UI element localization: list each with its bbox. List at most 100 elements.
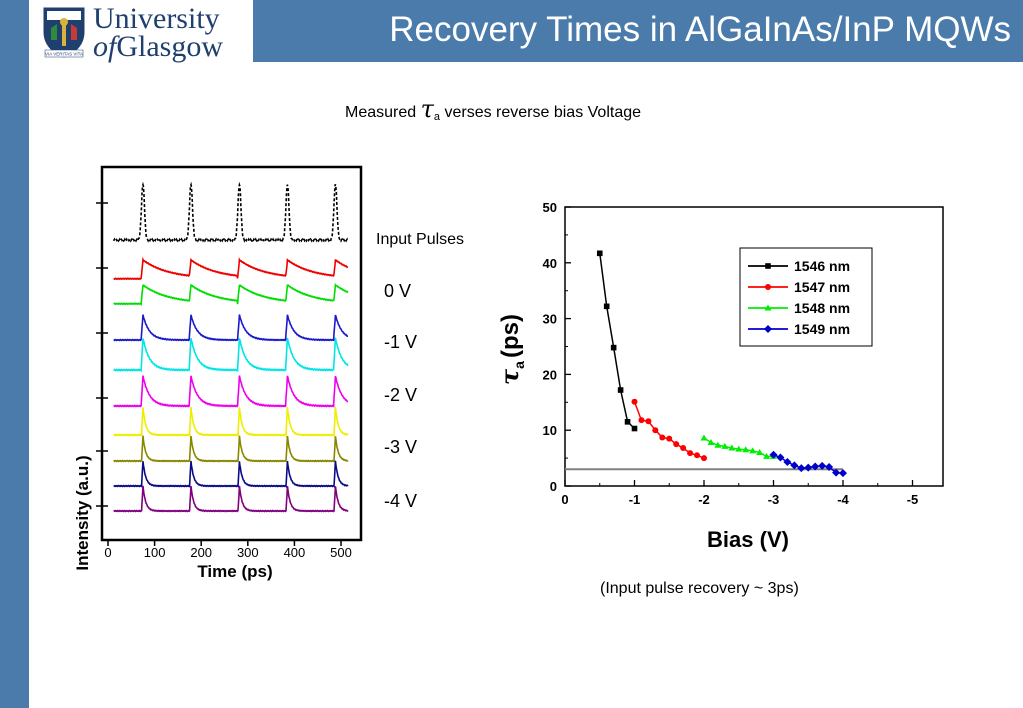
right-xtick-label: -5 (907, 492, 919, 507)
data-point (610, 344, 617, 351)
trace-3 (113, 314, 349, 342)
svg-text:τa(ps): τa (ps) (495, 314, 527, 385)
data-point (645, 418, 652, 425)
right-ylabel-sub: a (511, 361, 527, 369)
slide-subtitle: Measured τa verses reverse bias Voltage (345, 95, 641, 123)
data-point (652, 427, 659, 434)
data-point (749, 447, 757, 454)
subtitle-prefix: Measured (345, 104, 417, 121)
data-point (811, 462, 820, 471)
trace-2 (113, 282, 349, 307)
data-point (728, 444, 736, 451)
trace-4 (113, 337, 349, 373)
crest-icon: VIA VERITAS VITA (43, 7, 85, 58)
data-point (783, 458, 792, 467)
data-point (735, 445, 743, 452)
data-point (769, 450, 778, 459)
left-ylabel: Intensity (a.u.) (73, 455, 92, 570)
legend-marker-1 (765, 284, 771, 290)
header-bar: Recovery Times in AlGaInAs/InP MQWs (253, 0, 1023, 62)
trace-7 (113, 435, 349, 463)
data-point (617, 387, 624, 393)
legend-marker-2 (764, 304, 772, 311)
data-point (701, 455, 707, 462)
right-ytick-label: 10 (543, 423, 557, 438)
left-xtick-label: 400 (284, 545, 306, 560)
trace-6 (113, 406, 349, 438)
right-ylabel: τa (ps) (495, 314, 527, 385)
right-ytick-label: 0 (550, 479, 557, 494)
legend-label-2: 1548 nm (794, 300, 850, 316)
trace-1 (113, 256, 349, 281)
right-xlabel: Bias (V) (707, 527, 789, 552)
data-point (797, 464, 806, 473)
data-point (776, 453, 785, 462)
logo-of: of (93, 30, 117, 63)
data-point (721, 442, 729, 449)
subtitle-suffix: verses reverse bias Voltage (444, 104, 642, 121)
right-ytick-label: 30 (543, 312, 557, 327)
right-ytick-label: 50 (543, 200, 557, 215)
trace-label-5: -2 V (384, 385, 417, 405)
tau-vs-bias-chart: 0 -1 -2 -3 -4 -5 0 10 20 30 40 50 1546 nm 1547 nm 154… (495, 200, 944, 552)
trace-label-7: -3 V (384, 437, 417, 457)
left-plot-frame (100, 165, 363, 542)
trace-label-0: Input Pulses (376, 231, 464, 248)
data-point (756, 449, 764, 456)
logo-wordmark-line2: ofGlasgow (93, 32, 223, 62)
legend-marker-0 (765, 263, 771, 269)
data-point (666, 435, 673, 442)
data-point (631, 398, 638, 405)
data-point (818, 461, 827, 470)
series-line-0 (599, 253, 636, 430)
data-point (700, 434, 708, 441)
right-ylabel-unit: (ps) (497, 314, 524, 358)
data-point (742, 446, 750, 453)
data-point (624, 419, 631, 425)
trace-5 (113, 375, 349, 408)
right-xtick-label: -4 (837, 492, 849, 507)
right-xtick-label: -2 (698, 492, 710, 507)
intensity-traces-chart: 0 100 200 300 400 500 Time (ps) Intensity (a.… (73, 165, 464, 581)
trace-0 (112, 181, 349, 243)
right-ytick-label: 20 (543, 367, 557, 382)
trace-label-9: -4 V (384, 491, 417, 511)
data-point (804, 463, 813, 472)
slide-title: Recovery Times in AlGaInAs/InP MQWs (389, 10, 1011, 49)
data-point (790, 461, 799, 470)
data-point (839, 469, 847, 478)
data-point (763, 452, 771, 459)
data-point (680, 445, 687, 452)
left-xlabel: Time (ps) (197, 562, 272, 581)
logo-wordmark-line1: University (93, 2, 220, 35)
trace-9 (113, 485, 349, 513)
data-point (694, 452, 701, 459)
university-logo: VIA VERITAS VITA University ofGlasgow (29, 0, 253, 62)
left-xtick-label: 100 (144, 545, 166, 560)
legend-label-0: 1546 nm (794, 258, 850, 274)
motto-text: VIA VERITAS VITA (45, 52, 83, 57)
data-point (673, 441, 680, 448)
left-xtick-label: 0 (104, 545, 111, 560)
data-point (832, 468, 841, 477)
series-line-1 (633, 401, 705, 459)
legend-label-1: 1547 nm (794, 279, 850, 295)
data-point (714, 441, 722, 448)
data-point (707, 438, 715, 445)
right-xtick-label: 0 (561, 492, 568, 507)
data-point (596, 250, 603, 257)
trace-label-3: -1 V (384, 332, 417, 352)
left-accent-bar (0, 0, 29, 708)
trace-8 (113, 460, 349, 489)
data-point (603, 303, 610, 310)
data-point (687, 450, 694, 457)
data-point (825, 463, 834, 472)
right-ylabel-tau: τ (495, 368, 524, 385)
subtitle-subscript: a (433, 111, 441, 123)
left-xtick-label: 300 (237, 545, 259, 560)
left-xtick-label: 200 (190, 545, 212, 560)
legend-marker-3 (764, 325, 772, 333)
data-point (631, 425, 638, 432)
figure-caption: (Input pulse recovery ~ 3ps) (600, 580, 799, 597)
subtitle-tau: τ (420, 95, 434, 123)
